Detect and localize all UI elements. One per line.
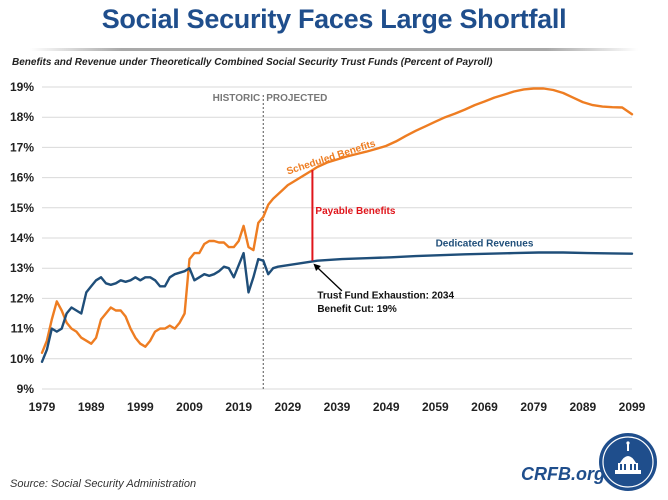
- payable-benefits-label: Payable Benefits: [315, 206, 395, 217]
- x-axis: 1979 1989 1999 2009 2019 2029 2039 2049 2059 2069…: [29, 400, 646, 414]
- y-tick-label: 19%: [10, 80, 34, 94]
- y-tick-label: 18%: [10, 110, 34, 124]
- x-tick-label: 2059: [422, 400, 449, 414]
- gridlines: [42, 86, 632, 390]
- projected-region-label: PROJECTED: [266, 93, 327, 104]
- y-tick-label: 17%: [10, 140, 34, 154]
- y-tick-label: 9%: [17, 382, 35, 396]
- x-tick-label: 2039: [324, 400, 351, 414]
- scheduled-benefits-label: Scheduled Benefits: [285, 138, 377, 177]
- y-tick-label: 15%: [10, 201, 34, 215]
- x-tick-label: 2049: [373, 400, 400, 414]
- y-tick-label: 12%: [10, 291, 34, 305]
- title-divider: [30, 48, 638, 51]
- y-tick-label: 14%: [10, 231, 34, 245]
- x-tick-label: 2089: [569, 400, 596, 414]
- exhaustion-annotation-line1: Trust Fund Exhaustion: 2034: [317, 290, 454, 301]
- historic-region-label: HISTORIC: [213, 93, 261, 104]
- y-tick-label: 13%: [10, 261, 34, 275]
- y-tick-label: 16%: [10, 171, 34, 185]
- dedicated-revenues-line: [40, 251, 634, 363]
- x-tick-label: 1979: [29, 400, 56, 414]
- exhaustion-arrow: [315, 266, 343, 292]
- scheduled-benefits-line: [40, 87, 634, 354]
- source-note: Source: Social Security Administration: [10, 478, 197, 490]
- exhaustion-annotation-line2: Benefit Cut: 19%: [317, 304, 397, 315]
- series-lines: [40, 87, 634, 363]
- chart-title: Social Security Faces Large Shortfall: [101, 4, 567, 34]
- x-tick-label: 2099: [619, 400, 646, 414]
- y-tick-label: 10%: [10, 352, 34, 366]
- x-tick-label: 2019: [225, 400, 252, 414]
- x-tick-label: 2009: [176, 400, 203, 414]
- x-tick-label: 1989: [78, 400, 105, 414]
- chart-subtitle: Benefits and Revenue under Theoretically…: [12, 57, 493, 68]
- capitol-seal-logo: [599, 433, 657, 491]
- x-tick-label: 2079: [520, 400, 547, 414]
- y-tick-label: 11%: [11, 322, 35, 336]
- brand-link[interactable]: CRFB.org: [521, 464, 605, 484]
- x-tick-label: 2029: [274, 400, 301, 414]
- x-tick-label: 2069: [471, 400, 498, 414]
- line-chart: 9% 10% 11% 12% 13% 14% 15% 16% 17% 18% 19% 1979 198…: [10, 80, 646, 414]
- exhaustion-arrow-head: [313, 263, 321, 272]
- dedicated-revenues-label: Dedicated Revenues: [436, 238, 534, 249]
- x-tick-label: 1999: [127, 400, 154, 414]
- y-axis: 9% 10% 11% 12% 13% 14% 15% 16% 17% 18% 19%: [10, 80, 34, 396]
